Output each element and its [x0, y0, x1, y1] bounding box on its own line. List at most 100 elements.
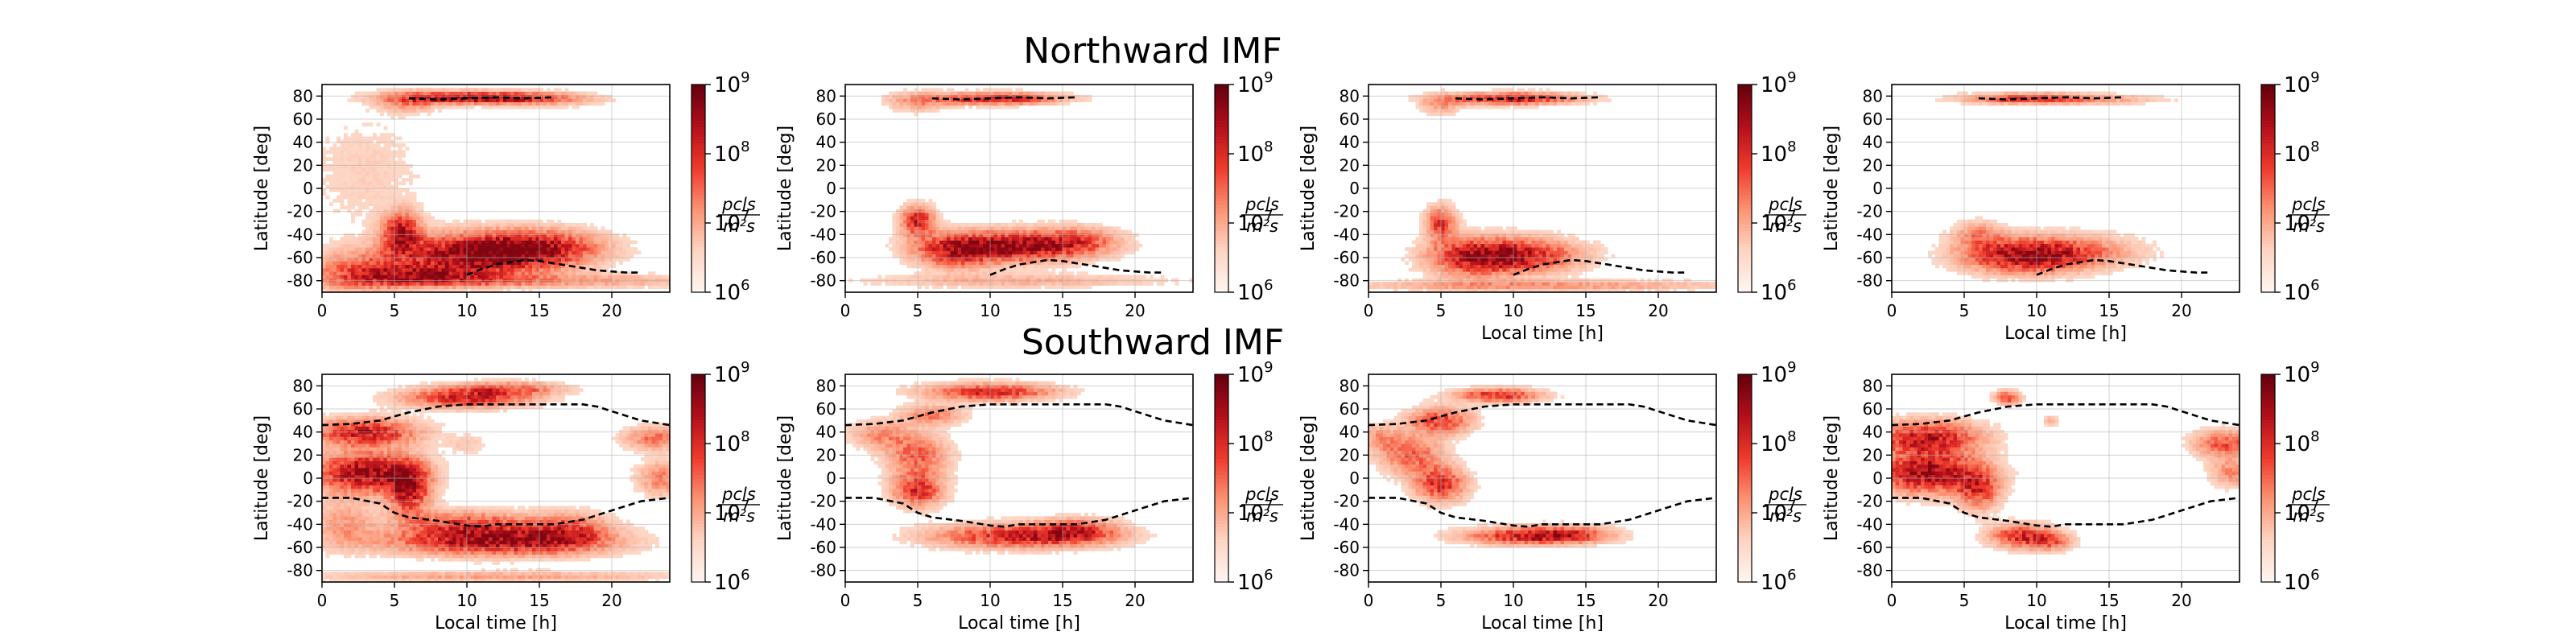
heatmap-cell — [441, 282, 446, 286]
heatmap-cell — [972, 278, 976, 283]
heatmap-cell — [380, 213, 384, 217]
heatmap-cell — [365, 202, 369, 206]
heatmap-cell — [448, 247, 453, 251]
heatmap-cell — [467, 233, 471, 237]
heatmap-cell — [1451, 264, 1456, 269]
heatmap-cell — [329, 278, 333, 283]
heatmap-cell — [1012, 219, 1016, 224]
heatmap-cell — [332, 147, 337, 151]
heatmap-cell — [373, 285, 377, 290]
heatmap-cell — [601, 243, 605, 248]
heatmap-cell — [1466, 240, 1471, 245]
heatmap-cell — [470, 101, 475, 106]
heatmap-cell — [1063, 282, 1067, 286]
heatmap-cell — [445, 226, 449, 230]
heatmap-cell — [1001, 282, 1005, 286]
heatmap-cell — [1408, 98, 1413, 102]
heatmap-cell — [485, 233, 489, 237]
heatmap-cell — [1008, 243, 1013, 248]
heatmap-cell — [608, 243, 613, 248]
heatmap-cell — [1015, 88, 1020, 92]
heatmap-cell — [576, 264, 580, 269]
colorbar-segment — [691, 272, 705, 277]
heatmap-cell — [1106, 258, 1110, 262]
heatmap-cell — [467, 226, 471, 230]
heatmap-cell — [1426, 229, 1430, 234]
heatmap-cell — [398, 88, 402, 92]
heatmap-cell — [1448, 240, 1452, 245]
heatmap-cell — [419, 223, 424, 227]
heatmap-cell — [376, 91, 381, 96]
colorbar-segment — [691, 195, 705, 199]
heatmap-cell — [1001, 285, 1005, 290]
heatmap-cell — [561, 264, 565, 269]
heatmap-cell — [896, 223, 900, 227]
heatmap-cell — [943, 226, 947, 230]
heatmap-cell — [390, 278, 395, 283]
heatmap-cell — [1422, 264, 1427, 269]
heatmap-cell — [997, 223, 1001, 227]
heatmap-cell — [1426, 112, 1430, 117]
heatmap-cell — [496, 261, 500, 265]
heatmap-cell — [1005, 105, 1009, 109]
heatmap-cell — [1441, 101, 1445, 106]
heatmap-cell — [329, 157, 333, 161]
heatmap-cell — [1044, 240, 1049, 245]
x-tick-label: 5 — [390, 301, 400, 320]
heatmap-cell — [1059, 98, 1063, 102]
heatmap-cell — [881, 101, 886, 106]
heatmap-cell — [383, 223, 388, 227]
heatmap-cell — [358, 267, 362, 272]
heatmap-cell — [626, 258, 630, 262]
heatmap-cell — [630, 275, 634, 279]
heatmap-cell — [1164, 278, 1168, 283]
heatmap-cell — [1444, 271, 1449, 275]
heatmap-cell — [1066, 237, 1071, 241]
heatmap-cell — [1415, 258, 1420, 262]
heatmap-cell — [1012, 275, 1016, 279]
heatmap-cell — [921, 208, 926, 213]
heatmap-cell — [979, 275, 984, 279]
heatmap-cell — [354, 174, 359, 179]
heatmap-cell — [427, 109, 431, 113]
heatmap-cell — [416, 223, 420, 227]
heatmap-cell — [1473, 278, 1478, 283]
heatmap-cell — [492, 288, 497, 293]
heatmap-cell — [1444, 213, 1449, 217]
heatmap-cell — [1012, 91, 1016, 96]
heatmap-cell — [932, 250, 936, 255]
heatmap-cell — [456, 240, 460, 245]
heatmap-cell — [918, 261, 922, 265]
heatmap-cell — [1142, 278, 1146, 283]
heatmap-cell — [1434, 208, 1438, 213]
heatmap-cell — [903, 91, 907, 96]
heatmap-cell — [1055, 247, 1059, 251]
heatmap-cell — [961, 267, 965, 272]
heatmap-cell — [968, 271, 972, 275]
heatmap-cell — [950, 229, 955, 234]
heatmap-cell — [427, 105, 431, 109]
heatmap-cell — [390, 233, 395, 237]
heatmap-cell — [322, 258, 326, 262]
heatmap-cell — [918, 240, 922, 245]
heatmap-cell — [354, 136, 359, 141]
heatmap-cell — [332, 247, 337, 251]
heatmap-cell — [332, 243, 337, 248]
heatmap-cell — [590, 254, 594, 258]
heatmap-cell — [1048, 275, 1052, 279]
heatmap-cell — [1026, 247, 1030, 251]
heatmap-cell — [470, 226, 475, 230]
heatmap-cell — [416, 202, 420, 206]
heatmap-cell — [412, 226, 417, 230]
heatmap-cell — [1084, 258, 1088, 262]
heatmap-cell — [1012, 101, 1016, 106]
heatmap-cell — [608, 285, 613, 290]
heatmap-cell — [1041, 223, 1045, 227]
colorbar-segment — [1215, 201, 1228, 205]
heatmap-cell — [1441, 250, 1445, 255]
heatmap-cell — [481, 233, 485, 237]
heatmap-cell — [383, 278, 388, 283]
heatmap-cell — [932, 105, 936, 109]
heatmap-cell — [943, 267, 947, 272]
